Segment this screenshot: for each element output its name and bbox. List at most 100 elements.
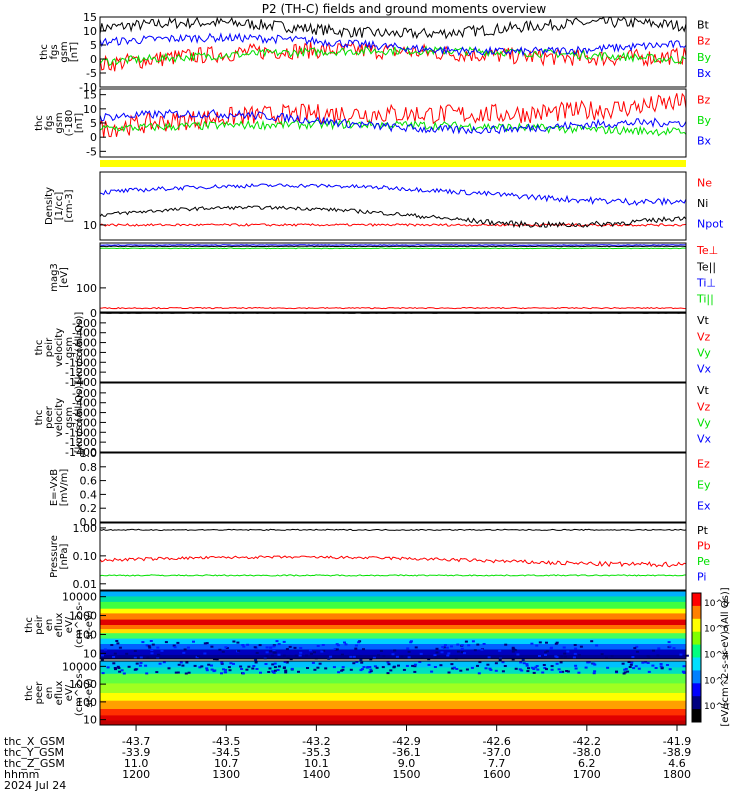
spec-pixel: [447, 671, 451, 674]
spec-band: [100, 619, 686, 626]
spec-pixel: [276, 669, 280, 671]
spec-pixel: [501, 670, 505, 673]
series-line-Bz: [99, 92, 687, 138]
legend-entry: Te||: [696, 260, 716, 273]
spec-pixel: [229, 662, 233, 665]
spec-pixel: [265, 646, 269, 649]
spec-pixel: [158, 662, 162, 665]
spec-pixel: [487, 656, 491, 659]
spec-pixel: [272, 644, 276, 647]
spec-pixel: [427, 663, 431, 666]
spec-pixel: [210, 664, 213, 667]
spec-pixel: [459, 669, 463, 672]
y-axis-label: sr-eV): [84, 610, 95, 639]
y-tick-label: 0.2: [80, 502, 98, 515]
y-axis-label: eV/: [64, 684, 75, 701]
spec-pixel: [127, 665, 131, 668]
spec-pixel: [343, 641, 346, 644]
y-tick-label: -200: [72, 317, 97, 330]
colorbar-tick-label: 10^6: [704, 625, 729, 635]
spec-pixel: [659, 665, 663, 668]
y-axis-label: gsm: [64, 337, 75, 358]
colorbar: 10^8 10^6 10^4 10^2 10^0[eV/(cm^2-s-sr-eV) (…: [691, 587, 731, 727]
spec-pixel: [538, 655, 541, 657]
spec-pixel: [656, 654, 660, 657]
spec-pixel: [183, 648, 187, 651]
spec-pixel: [368, 666, 372, 668]
spec-pixel: [577, 654, 581, 657]
colorbar-label: [eV/(cm^2-s-sr-eV) (All Qs)]: [720, 587, 731, 726]
y-tick-label: -1000: [65, 356, 97, 369]
spec-pixel: [254, 658, 258, 661]
spec-pixel: [299, 651, 303, 654]
spec-pixel: [357, 641, 361, 644]
spec-pixel: [622, 672, 626, 675]
legend-entry: Ti||: [696, 292, 714, 305]
spec-pixel: [600, 653, 604, 656]
spec-pixel: [277, 653, 281, 656]
spec-pixel: [298, 654, 302, 657]
spec-band: [100, 683, 686, 694]
y-tick-label: -400: [72, 327, 97, 340]
y-axis-label: velocity: [54, 398, 65, 437]
spec-pixel: [305, 654, 309, 657]
panel-frame: [99, 522, 687, 591]
y-axis-label: gsm: [59, 41, 70, 62]
spec-pixel: [375, 666, 379, 669]
spec-pixel: [435, 647, 439, 650]
spec-pixel: [651, 664, 655, 667]
spec-pixel: [627, 661, 631, 663]
y-tick-label: 100: [76, 696, 97, 709]
y-axis-label: velocity: [54, 328, 65, 367]
y-axis-label: (-180: [64, 110, 75, 137]
spec-pixel: [646, 662, 650, 664]
spec-pixel: [667, 641, 671, 644]
colorbar-segment: [692, 709, 701, 723]
spec-pixel: [634, 665, 638, 668]
y-axis-label: [km/s (All Qs)]: [74, 312, 85, 384]
spec-pixel: [113, 652, 117, 655]
spec-pixel: [252, 665, 256, 667]
spec-pixel: [368, 671, 372, 674]
spec-band: [100, 673, 686, 684]
spec-band: [100, 638, 686, 645]
spec-pixel: [407, 650, 411, 653]
y-axis-label: fgs: [49, 44, 60, 59]
spec-pixel: [203, 652, 207, 655]
spec-pixel: [205, 669, 209, 672]
spec-pixel: [139, 656, 143, 659]
y-tick-label: 0.8: [80, 461, 98, 474]
spec-pixel: [516, 653, 520, 656]
x-row-value: 1600: [483, 768, 511, 781]
y-tick-label: 10000: [62, 591, 97, 604]
colorbar-segment: [692, 618, 701, 633]
spec-pixel: [555, 641, 559, 644]
spec-pixel: [654, 667, 658, 669]
spec-pixel: [511, 646, 515, 649]
spec-pixel: [628, 666, 632, 668]
spec-pixel: [284, 671, 288, 674]
spec-pixel: [587, 661, 591, 664]
spec-pixel: [411, 664, 415, 667]
spec-pixel: [535, 665, 539, 667]
spec-pixel: [236, 641, 240, 644]
spec-pixel: [285, 648, 289, 651]
spec-pixel: [550, 665, 554, 668]
legend-entry: Pt: [697, 524, 709, 537]
panel-frame: [99, 382, 687, 453]
spec-pixel: [125, 652, 129, 655]
colorbar-segment: [692, 593, 701, 607]
y-axis-label: fgs: [44, 115, 55, 130]
y-tick-label: 0.6: [80, 475, 98, 488]
spec-pixel: [273, 662, 277, 665]
spec-pixel: [139, 662, 143, 664]
panel-frame: [99, 660, 687, 726]
y-tick-label: 0: [90, 131, 97, 144]
spec-pixel: [185, 661, 189, 664]
spec-pixel: [413, 663, 417, 666]
spec-pixel: [545, 641, 548, 644]
spec-pixel: [297, 670, 300, 673]
x-row-value: -42.9: [392, 735, 420, 748]
spec-pixel: [434, 656, 438, 659]
